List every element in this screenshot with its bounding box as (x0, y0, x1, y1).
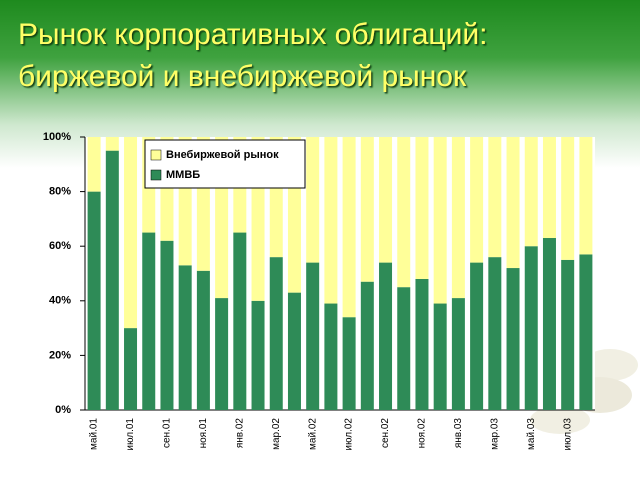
bar-segment (524, 137, 538, 247)
bar-segment (360, 137, 374, 282)
x-tick-label: июл.02 (344, 418, 355, 451)
bar-segment (233, 232, 247, 410)
bar-segment (397, 287, 411, 410)
x-tick-label: мар.03 (489, 418, 500, 450)
bar-segment (451, 137, 465, 299)
bar-segment (415, 278, 429, 410)
bar-segment (342, 137, 356, 318)
bar-segment (306, 262, 320, 410)
legend-label: ММВБ (166, 169, 200, 181)
y-tick-label: 60% (49, 240, 71, 252)
x-tick-label: сен.01 (162, 418, 173, 448)
bar-segment (488, 137, 502, 258)
bar-segment (524, 246, 538, 410)
bar-segment (579, 254, 593, 410)
bar-segment (215, 298, 229, 410)
bar-segment (433, 303, 447, 410)
bar-segment (87, 137, 101, 192)
bar-segment (306, 137, 320, 263)
bar-segment (124, 137, 138, 329)
bar-segment (488, 257, 502, 410)
x-tick-label: май.03 (526, 418, 537, 450)
bar-segment (105, 137, 119, 151)
bar-segment (397, 137, 411, 288)
bar-segment (324, 303, 338, 410)
x-tick-label: янв.02 (234, 418, 245, 449)
chart-title: Рынок корпоративных облигаций: (18, 18, 487, 51)
bar-segment (360, 281, 374, 410)
bar-segment (379, 137, 393, 263)
bar-segment (433, 137, 447, 304)
y-tick-label: 0% (55, 404, 71, 416)
bar-segment (87, 191, 101, 410)
bar-segment (415, 137, 429, 279)
bar-segment (160, 240, 174, 410)
bar-segment (470, 262, 484, 410)
bar-segment (542, 238, 556, 410)
y-tick-label: 80% (49, 186, 71, 198)
bar-segment (506, 137, 520, 269)
legend-swatch (150, 169, 162, 181)
legend-label: Внебиржевой рынок (166, 149, 279, 161)
chart-title: биржевой и внебиржевой рынок (18, 60, 467, 93)
bar-segment (124, 328, 138, 410)
bar-segment (506, 268, 520, 410)
bar-segment (561, 137, 575, 260)
bar-segment (178, 265, 192, 410)
bar-segment (105, 150, 119, 410)
x-tick-label: ноя.01 (198, 418, 209, 449)
y-tick-label: 20% (49, 349, 71, 361)
legend-swatch (150, 149, 162, 161)
x-tick-label: май.01 (89, 418, 100, 450)
x-tick-label: июл.01 (125, 418, 136, 451)
bar-segment (470, 137, 484, 263)
x-tick-label: сен.02 (380, 418, 391, 448)
bar-segment (269, 257, 283, 410)
y-tick-label: 100% (43, 131, 71, 143)
bar-segment (451, 298, 465, 410)
bar-segment (324, 137, 338, 304)
x-tick-label: ноя.02 (417, 418, 428, 449)
bar-segment (196, 270, 210, 410)
x-tick-label: июл.03 (562, 418, 573, 451)
bar-segment (579, 137, 593, 255)
x-tick-label: янв.03 (453, 418, 464, 449)
bar-segment (287, 292, 301, 410)
bar-segment (342, 317, 356, 410)
x-tick-label: мар.02 (271, 418, 282, 450)
bar-segment (561, 259, 575, 410)
x-tick-label: май.02 (307, 418, 318, 450)
bar-segment (542, 137, 556, 239)
bar-segment (379, 262, 393, 410)
y-tick-label: 40% (49, 295, 71, 307)
legend-box (144, 139, 306, 189)
bar-segment (251, 300, 265, 410)
bar-segment (142, 232, 156, 410)
